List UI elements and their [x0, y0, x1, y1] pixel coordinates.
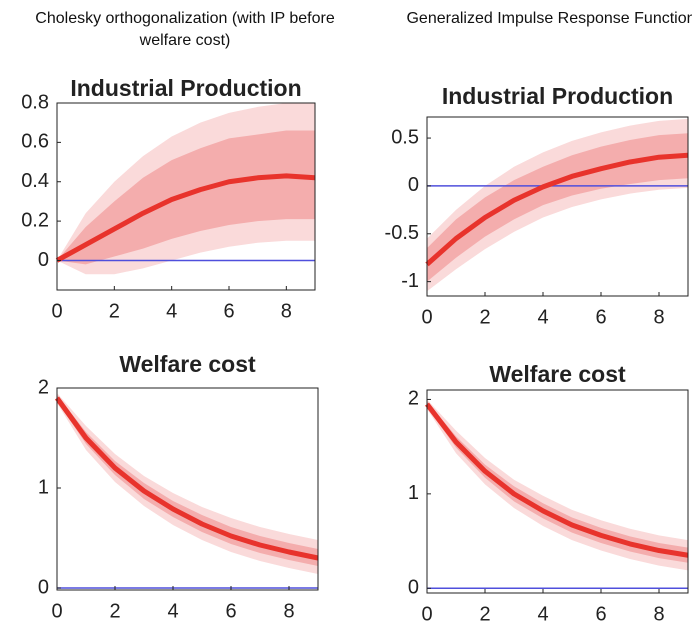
- y-tick-label: 0.2: [21, 209, 49, 231]
- y-tick-label: 0.6: [21, 131, 49, 153]
- plot-frame: [426, 389, 689, 594]
- confidence-band: [57, 393, 318, 574]
- plot-frame: [56, 102, 316, 291]
- x-tick-label: 8: [653, 603, 664, 625]
- y-tick-label: 1: [408, 482, 419, 504]
- x-tick-label: 2: [479, 603, 490, 625]
- y-tick-label: -1: [401, 270, 419, 292]
- y-tick-label: 0: [408, 174, 419, 196]
- confidence-band: [427, 399, 688, 571]
- x-tick-label: 2: [109, 600, 120, 622]
- x-tick-label: 2: [109, 300, 120, 322]
- plot-frame: [426, 116, 689, 297]
- x-tick-label: 4: [537, 306, 548, 328]
- x-tick-label: 6: [223, 300, 234, 322]
- chart-title: Industrial Production: [70, 75, 301, 101]
- x-tick-label: 4: [166, 300, 177, 322]
- y-tick-label: 1: [38, 476, 49, 498]
- x-tick-label: 6: [595, 306, 606, 328]
- impulse-response-line: [55, 173, 316, 263]
- y-tick-label: 0: [38, 249, 49, 271]
- y-tick-label: 2: [38, 376, 49, 398]
- impulse-response-line: [54, 396, 319, 561]
- confidence-band: [57, 395, 318, 566]
- column-header: Generalized Impulse Response Functions: [406, 10, 692, 27]
- x-tick-label: 0: [51, 300, 62, 322]
- x-tick-label: 2: [479, 306, 490, 328]
- y-tick-label: 0.5: [391, 126, 419, 148]
- y-tick-label: 2: [408, 388, 419, 410]
- plot-frame: [56, 387, 319, 591]
- impulse-response-line: [425, 402, 689, 558]
- x-tick-label: 8: [281, 300, 292, 322]
- y-tick-label: 0.8: [21, 91, 49, 113]
- x-tick-label: 0: [51, 600, 62, 622]
- x-tick-label: 0: [421, 603, 432, 625]
- x-tick-label: 8: [653, 306, 664, 328]
- chart-title: Welfare cost: [119, 351, 256, 377]
- y-tick-label: 0: [38, 576, 49, 598]
- chart-title: Welfare cost: [489, 361, 626, 387]
- x-tick-label: 4: [167, 600, 178, 622]
- column-header: Cholesky orthogonalization (with IP befo…: [35, 10, 335, 49]
- confidence-band: [427, 133, 688, 282]
- confidence-band: [427, 401, 688, 563]
- y-tick-label: -0.5: [385, 222, 419, 244]
- x-tick-label: 6: [595, 603, 606, 625]
- x-tick-label: 8: [283, 600, 294, 622]
- x-tick-label: 0: [421, 306, 432, 328]
- confidence-band: [57, 130, 315, 265]
- y-tick-label: 0: [408, 577, 419, 599]
- x-tick-label: 6: [225, 600, 236, 622]
- chart-title: Industrial Production: [442, 83, 673, 109]
- y-tick-label: 0.4: [21, 170, 49, 192]
- x-tick-label: 4: [537, 603, 548, 625]
- impulse-response-line: [425, 152, 689, 267]
